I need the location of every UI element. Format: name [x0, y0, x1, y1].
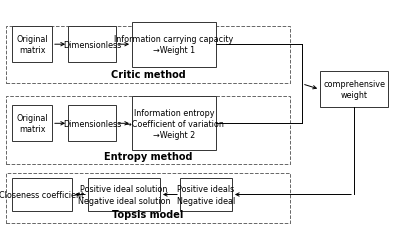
FancyBboxPatch shape: [180, 178, 232, 211]
Text: Positive ideals
Negative ideal: Positive ideals Negative ideal: [177, 185, 235, 205]
Text: Entropy method: Entropy method: [104, 151, 192, 161]
FancyBboxPatch shape: [320, 72, 388, 108]
Text: Dimensionless: Dimensionless: [63, 119, 121, 128]
FancyBboxPatch shape: [12, 106, 52, 142]
Text: Critic method: Critic method: [111, 70, 185, 80]
Text: Information entropy
→Coefficient of variation
→Weight 2: Information entropy →Coefficient of vari…: [124, 108, 224, 139]
Text: Topsis model: Topsis model: [112, 209, 184, 219]
Text: comprehensive
weight: comprehensive weight: [323, 80, 385, 100]
Text: Information carrying capacity
→Weight 1: Information carrying capacity →Weight 1: [114, 35, 234, 55]
Text: Original
matrix: Original matrix: [16, 114, 48, 134]
FancyBboxPatch shape: [132, 22, 216, 68]
Text: Closeness coefficient: Closeness coefficient: [0, 190, 84, 199]
FancyBboxPatch shape: [88, 178, 160, 211]
FancyBboxPatch shape: [12, 178, 72, 211]
FancyBboxPatch shape: [68, 27, 116, 63]
Text: Original
matrix: Original matrix: [16, 35, 48, 55]
Text: Positive ideal solution
Negative ideal solution: Positive ideal solution Negative ideal s…: [78, 185, 170, 205]
FancyBboxPatch shape: [12, 27, 52, 63]
FancyBboxPatch shape: [132, 97, 216, 151]
Text: Dimensionless: Dimensionless: [63, 40, 121, 50]
FancyBboxPatch shape: [68, 106, 116, 142]
